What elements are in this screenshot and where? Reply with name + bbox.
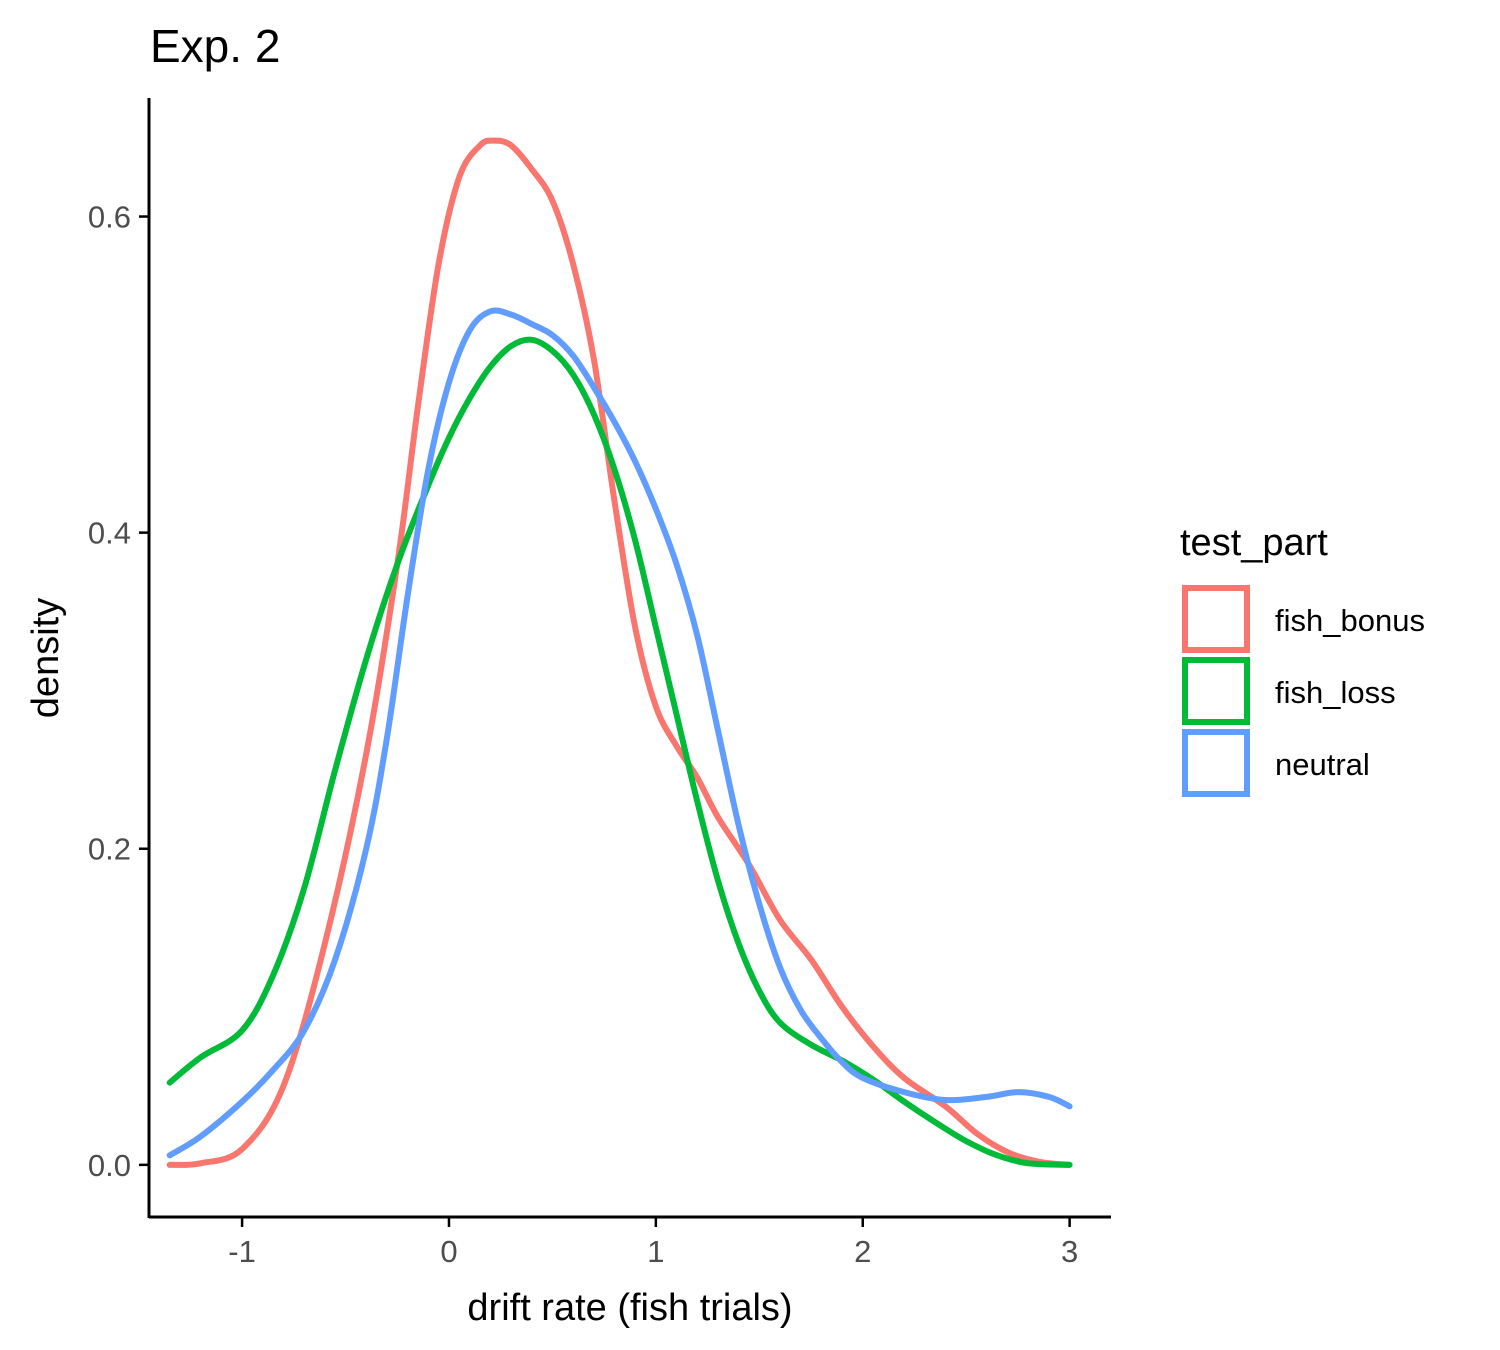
y-tick-label: 0.0 (88, 1148, 131, 1183)
legend-key-fish-loss (1182, 657, 1250, 725)
legend-label-fish-bonus: fish_bonus (1275, 603, 1425, 638)
y-tick-label: 0.4 (88, 516, 131, 551)
legend-label-neutral: neutral (1275, 747, 1370, 782)
x-tick-label: 3 (1061, 1234, 1078, 1269)
density-line-fish-bonus (166, 137, 1073, 1168)
plot-lines (166, 137, 1073, 1168)
x-axis-ticks: -1 0 1 2 3 (228, 1217, 1078, 1269)
density-line-neutral (166, 307, 1073, 1159)
y-axis-title: density (25, 598, 67, 718)
x-axis-title: drift rate (fish trials) (467, 1287, 792, 1329)
legend-key-neutral (1182, 729, 1250, 797)
legend-key-fish-bonus (1182, 585, 1250, 653)
legend-title: test_part (1180, 522, 1328, 564)
x-tick-label: 2 (854, 1234, 871, 1269)
y-tick-label: 0.6 (88, 200, 131, 235)
chart-title: Exp. 2 (150, 20, 280, 72)
x-tick-label: 0 (440, 1234, 457, 1269)
legend-label-fish-loss: fish_loss (1275, 675, 1396, 710)
x-tick-label: 1 (647, 1234, 664, 1269)
x-tick-label: -1 (228, 1234, 256, 1269)
density-line-fish-loss (166, 336, 1073, 1168)
y-tick-label: 0.2 (88, 832, 131, 867)
y-axis-ticks: 0.0 0.2 0.4 0.6 (88, 200, 149, 1183)
